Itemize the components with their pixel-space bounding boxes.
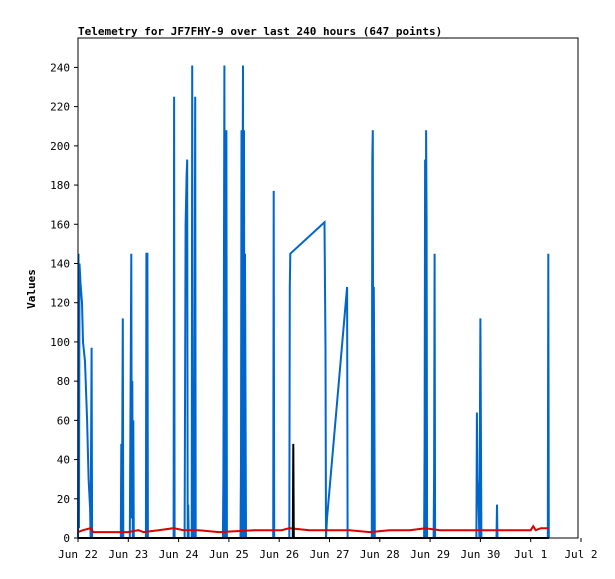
y-tick-label: 40 [57, 454, 70, 467]
y-tick-label: 200 [50, 140, 70, 153]
x-tick-label: Jul 2 [564, 548, 597, 561]
x-tick-label: Jun 23 [108, 548, 148, 561]
y-tick-label: 180 [50, 179, 70, 192]
y-tick-label: 100 [50, 336, 70, 349]
y-axis-label: Values [25, 269, 38, 309]
y-axis: 0 20 40 60 80 100 120 140 160 180 200 220 240 [50, 61, 78, 545]
y-tick-label: 60 [57, 414, 70, 427]
y-tick-label: 160 [50, 218, 70, 231]
x-tick-label: Jun 26 [259, 548, 299, 561]
x-tick-label: Jun 28 [360, 548, 400, 561]
plot-frame [77, 37, 579, 539]
y-tick-label: 220 [50, 101, 70, 114]
y-tick-label: 20 [57, 493, 70, 506]
x-axis: Jun 22 Jun 23 Jun 24 Jun 25 Jun 26 Jun 27 Jun … [58, 538, 598, 561]
y-tick-label: 80 [57, 375, 70, 388]
x-tick-label: Jun 24 [159, 548, 199, 561]
x-tick-label: Jul 1 [514, 548, 547, 561]
series-layer [77, 65, 550, 539]
x-tick-label: Jun 29 [410, 548, 450, 561]
y-tick-label: 140 [50, 257, 70, 270]
y-tick-label: 0 [63, 532, 70, 545]
x-tick-label: Jun 30 [461, 548, 501, 561]
y-tick-label: 240 [50, 61, 70, 74]
series-line-0 [77, 65, 550, 539]
x-tick-label: Jun 27 [310, 548, 350, 561]
x-tick-label: Jun 25 [209, 548, 249, 561]
series-line-1 [77, 524, 549, 534]
x-tick-label: Jun 22 [58, 548, 98, 561]
chart-title: Telemetry for JF7FHY-9 over last 240 hou… [78, 25, 442, 38]
y-tick-label: 120 [50, 297, 70, 310]
